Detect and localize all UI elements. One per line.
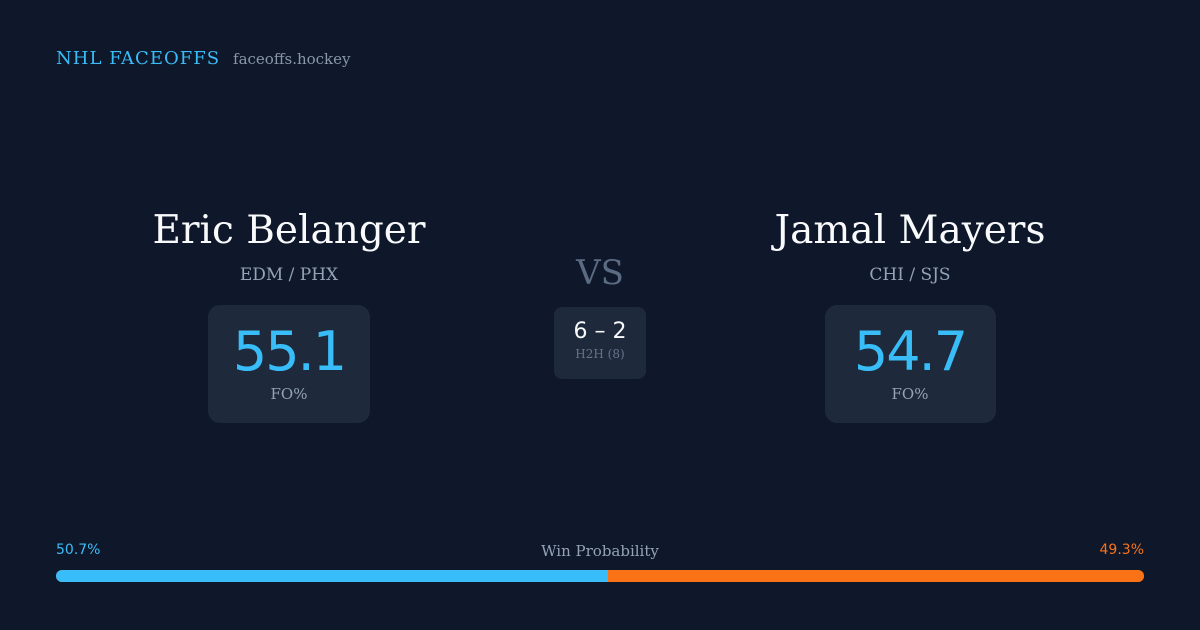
head-to-head-card: 6 – 2 H2H (8) xyxy=(554,307,646,379)
win-probability-labels: 50.7% Win Probability 49.3% xyxy=(56,542,1144,564)
versus-label: VS xyxy=(576,253,624,293)
head-to-head-label: H2H (8) xyxy=(575,347,625,361)
win-probability-fill-left xyxy=(56,570,608,582)
player-left-teams: EDM / PHX xyxy=(239,265,339,285)
player-right-panel: Jamal Mayers CHI / SJS 54.7 FO% xyxy=(700,204,1120,423)
brand-header: NHL FACEOFFS faceoffs.hockey xyxy=(56,48,351,74)
player-left-fo-value: 55.1 xyxy=(232,320,347,383)
player-right-teams: CHI / SJS xyxy=(869,265,951,285)
win-probability-fill-right xyxy=(607,570,1144,582)
player-left-name: Eric Belanger xyxy=(152,208,426,253)
player-right-fo-value: 54.7 xyxy=(853,320,968,383)
win-probability-right: 49.3% xyxy=(1099,542,1144,558)
win-probability-bar xyxy=(56,570,1144,582)
win-probability-title: Win Probability xyxy=(541,542,659,560)
player-left-panel: Eric Belanger EDM / PHX 55.1 FO% xyxy=(79,204,499,423)
player-right-fo-label: FO% xyxy=(891,385,929,403)
player-right-name: Jamal Mayers xyxy=(774,208,1046,253)
player-left-stat-card: 55.1 FO% xyxy=(208,305,370,423)
brand-name: NHL FACEOFFS xyxy=(56,48,221,69)
win-probability-left: 50.7% xyxy=(56,542,101,558)
player-right-stat-card: 54.7 FO% xyxy=(824,305,996,423)
head-to-head-score: 6 – 2 xyxy=(573,319,627,344)
brand-domain: faceoffs.hockey xyxy=(233,50,351,68)
player-left-fo-label: FO% xyxy=(270,385,308,403)
